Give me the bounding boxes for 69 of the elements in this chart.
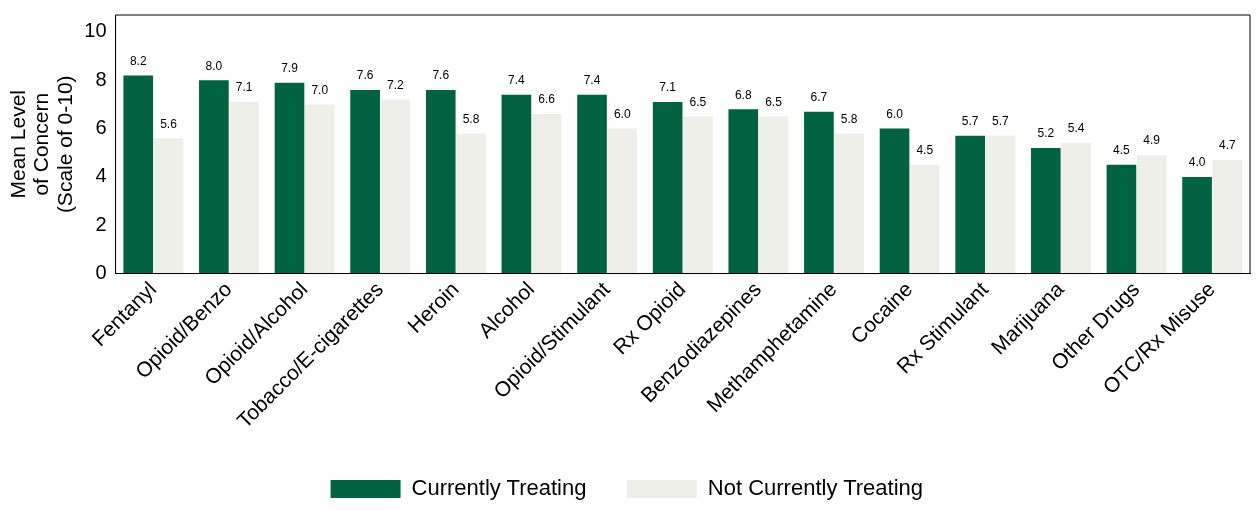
data-label: 6.7 xyxy=(810,89,828,104)
bar xyxy=(879,128,910,274)
bar xyxy=(1061,143,1091,274)
data-label: 7.9 xyxy=(281,60,299,75)
bar xyxy=(350,89,380,274)
data-label: 7.4 xyxy=(508,73,526,88)
bar xyxy=(683,116,713,274)
y-tick-label: 0 xyxy=(95,261,107,284)
bar xyxy=(652,101,683,274)
data-label: 7.2 xyxy=(387,77,405,92)
data-label: 5.7 xyxy=(992,114,1010,129)
y-tick-label: 2 xyxy=(95,212,107,235)
y-tick-label: 10 xyxy=(84,19,107,42)
bar xyxy=(501,94,532,274)
data-label: 6.0 xyxy=(613,106,631,121)
legend-label: Not Currently Treating xyxy=(707,475,924,501)
bar xyxy=(456,133,486,274)
data-label: 6.0 xyxy=(886,106,904,121)
data-label: 5.8 xyxy=(840,111,858,126)
bar xyxy=(1136,155,1167,274)
bar xyxy=(607,128,638,274)
bar xyxy=(425,89,456,274)
bar xyxy=(758,116,789,274)
data-label: 5.4 xyxy=(1067,121,1085,136)
data-label: 7.4 xyxy=(583,73,601,88)
bar xyxy=(199,80,229,274)
data-label: 5.7 xyxy=(961,114,979,129)
data-label: 4.5 xyxy=(1113,143,1131,158)
data-label: 8.0 xyxy=(205,58,223,73)
y-tick-label: 4 xyxy=(95,164,107,187)
bar xyxy=(804,111,834,274)
data-label: 6.8 xyxy=(734,87,752,102)
data-label: 5.8 xyxy=(462,111,480,126)
bar xyxy=(380,99,411,274)
bar xyxy=(304,104,335,274)
data-label: 5.2 xyxy=(1037,126,1055,141)
data-label: 7.0 xyxy=(311,82,329,97)
bar xyxy=(728,109,759,274)
data-label: 7.1 xyxy=(659,80,677,95)
bar xyxy=(531,114,562,274)
legend-label: Currently Treating xyxy=(411,475,587,501)
data-label: 4.0 xyxy=(1188,155,1206,170)
bar xyxy=(1182,176,1212,274)
y-tick-label: 6 xyxy=(95,116,107,139)
bar xyxy=(955,135,985,274)
bar xyxy=(909,164,940,274)
data-label: 7.6 xyxy=(432,68,450,83)
bar xyxy=(153,138,184,274)
bar xyxy=(985,135,1016,274)
bar xyxy=(123,75,154,274)
bar xyxy=(834,133,864,274)
y-axis-title: Mean Level of Concern (Scale of 0-10) xyxy=(6,75,76,214)
bar xyxy=(1106,164,1137,274)
data-label: 7.1 xyxy=(235,80,253,95)
data-label: 6.6 xyxy=(538,92,556,107)
y-tick-label: 8 xyxy=(95,67,107,90)
data-label: 4.5 xyxy=(916,143,934,158)
data-label: 4.9 xyxy=(1143,133,1161,148)
bar xyxy=(274,82,305,274)
bar xyxy=(1030,147,1061,274)
data-label: 5.6 xyxy=(160,116,178,131)
bar xyxy=(577,94,607,274)
bar xyxy=(1212,159,1243,274)
data-label: 6.5 xyxy=(765,94,783,109)
data-label: 7.6 xyxy=(356,68,374,83)
data-label: 4.7 xyxy=(1218,138,1236,153)
bar xyxy=(229,101,259,274)
data-label: 6.5 xyxy=(689,94,707,109)
data-label: 8.2 xyxy=(129,53,147,68)
